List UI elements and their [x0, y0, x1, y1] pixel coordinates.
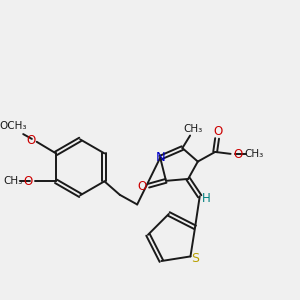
Text: CH₃: CH₃: [183, 124, 202, 134]
Text: O: O: [26, 134, 35, 147]
Text: OCH₃: OCH₃: [0, 122, 27, 131]
Text: O: O: [234, 148, 243, 161]
Text: N: N: [155, 151, 165, 164]
Text: O: O: [213, 125, 223, 138]
Text: H: H: [202, 192, 211, 205]
Text: S: S: [191, 252, 199, 265]
Text: O: O: [137, 180, 146, 193]
Text: CH₃: CH₃: [3, 176, 22, 186]
Text: O: O: [23, 175, 33, 188]
Text: CH₃: CH₃: [244, 149, 263, 159]
